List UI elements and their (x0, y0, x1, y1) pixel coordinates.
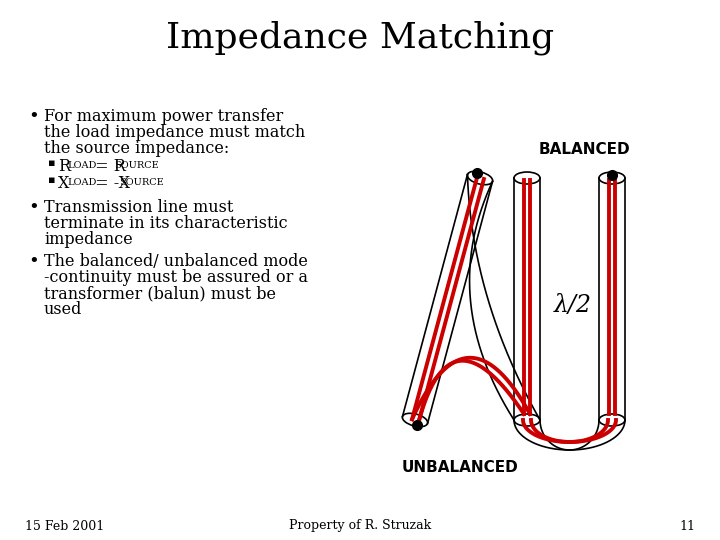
Text: 11: 11 (679, 519, 695, 532)
Text: ▪: ▪ (48, 158, 55, 168)
Text: impedance: impedance (44, 231, 132, 248)
Text: R: R (58, 158, 70, 175)
Text: the load impedance must match: the load impedance must match (44, 124, 305, 141)
Text: LOAD: LOAD (67, 161, 96, 170)
Text: •: • (28, 253, 39, 271)
Text: = R: = R (90, 158, 126, 175)
Text: SOURCE: SOURCE (114, 161, 158, 170)
Text: For maximum power transfer: For maximum power transfer (44, 108, 283, 125)
Text: λ/2: λ/2 (554, 294, 592, 316)
Text: Property of R. Struzak: Property of R. Struzak (289, 519, 431, 532)
Text: -continuity must be assured or a: -continuity must be assured or a (44, 269, 308, 286)
Text: UNBALANCED: UNBALANCED (402, 461, 518, 476)
Text: = -X: = -X (90, 175, 130, 192)
Text: •: • (28, 108, 39, 126)
Text: Transmission line must: Transmission line must (44, 199, 233, 216)
Text: the source impedance:: the source impedance: (44, 140, 229, 157)
Text: SOURCE: SOURCE (119, 178, 163, 187)
Text: Impedance Matching: Impedance Matching (166, 21, 554, 55)
Text: transformer (balun) must be: transformer (balun) must be (44, 285, 276, 302)
Text: X: X (58, 175, 69, 192)
Text: The balanced/ unbalanced mode: The balanced/ unbalanced mode (44, 253, 308, 270)
Text: terminate in its characteristic: terminate in its characteristic (44, 215, 287, 232)
Text: LOAD: LOAD (67, 178, 96, 187)
Text: ▪: ▪ (48, 175, 55, 185)
Text: 15 Feb 2001: 15 Feb 2001 (25, 519, 104, 532)
Text: BALANCED: BALANCED (539, 143, 630, 158)
Text: •: • (28, 199, 39, 217)
Text: used: used (44, 301, 82, 318)
